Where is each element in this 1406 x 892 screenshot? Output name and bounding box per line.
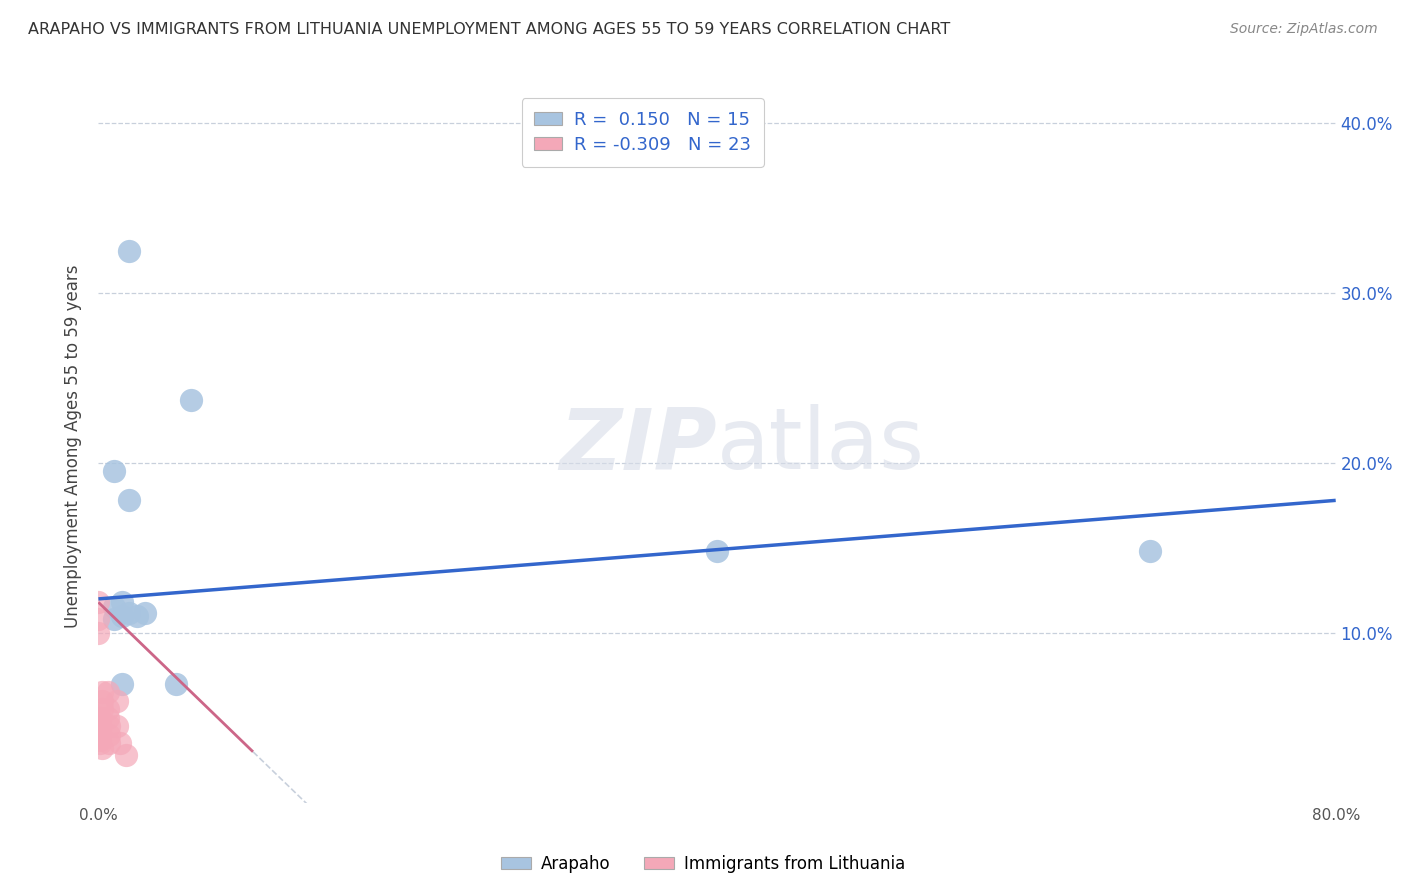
Point xyxy=(98,736,121,750)
Point xyxy=(105,694,128,708)
Point xyxy=(87,595,110,609)
Point xyxy=(89,723,111,737)
Point xyxy=(97,685,120,699)
Point xyxy=(90,702,112,716)
Point xyxy=(103,612,125,626)
Text: atlas: atlas xyxy=(717,404,925,488)
Point xyxy=(1139,544,1161,558)
Point xyxy=(89,728,111,742)
Point xyxy=(87,612,110,626)
Point xyxy=(165,677,187,691)
Point xyxy=(118,493,141,508)
Legend: Arapaho, Immigrants from Lithuania: Arapaho, Immigrants from Lithuania xyxy=(495,848,911,880)
Point xyxy=(90,741,112,756)
Text: ZIP: ZIP xyxy=(560,404,717,488)
Point xyxy=(108,736,131,750)
Point xyxy=(89,714,111,729)
Point xyxy=(111,677,134,691)
Point xyxy=(90,694,112,708)
Point xyxy=(87,626,110,640)
Point xyxy=(103,600,125,615)
Point xyxy=(127,608,149,623)
Point xyxy=(97,702,120,716)
Text: Source: ZipAtlas.com: Source: ZipAtlas.com xyxy=(1230,22,1378,37)
Point xyxy=(89,733,111,747)
Text: ARAPAHO VS IMMIGRANTS FROM LITHUANIA UNEMPLOYMENT AMONG AGES 55 TO 59 YEARS CORR: ARAPAHO VS IMMIGRANTS FROM LITHUANIA UNE… xyxy=(28,22,950,37)
Point xyxy=(118,244,141,258)
Point xyxy=(98,728,121,742)
Point xyxy=(103,465,125,479)
Point xyxy=(111,608,134,623)
Point xyxy=(118,606,141,620)
Point xyxy=(89,736,111,750)
Point xyxy=(105,719,128,733)
Point xyxy=(97,711,120,725)
Point xyxy=(90,685,112,699)
Legend: R =  0.150   N = 15, R = -0.309   N = 23: R = 0.150 N = 15, R = -0.309 N = 23 xyxy=(522,98,763,167)
Point xyxy=(180,393,202,408)
Point xyxy=(111,595,134,609)
Point xyxy=(115,748,138,763)
Point xyxy=(98,719,121,733)
Point xyxy=(134,606,156,620)
Y-axis label: Unemployment Among Ages 55 to 59 years: Unemployment Among Ages 55 to 59 years xyxy=(65,264,83,628)
Point xyxy=(706,544,728,558)
Point xyxy=(89,711,111,725)
